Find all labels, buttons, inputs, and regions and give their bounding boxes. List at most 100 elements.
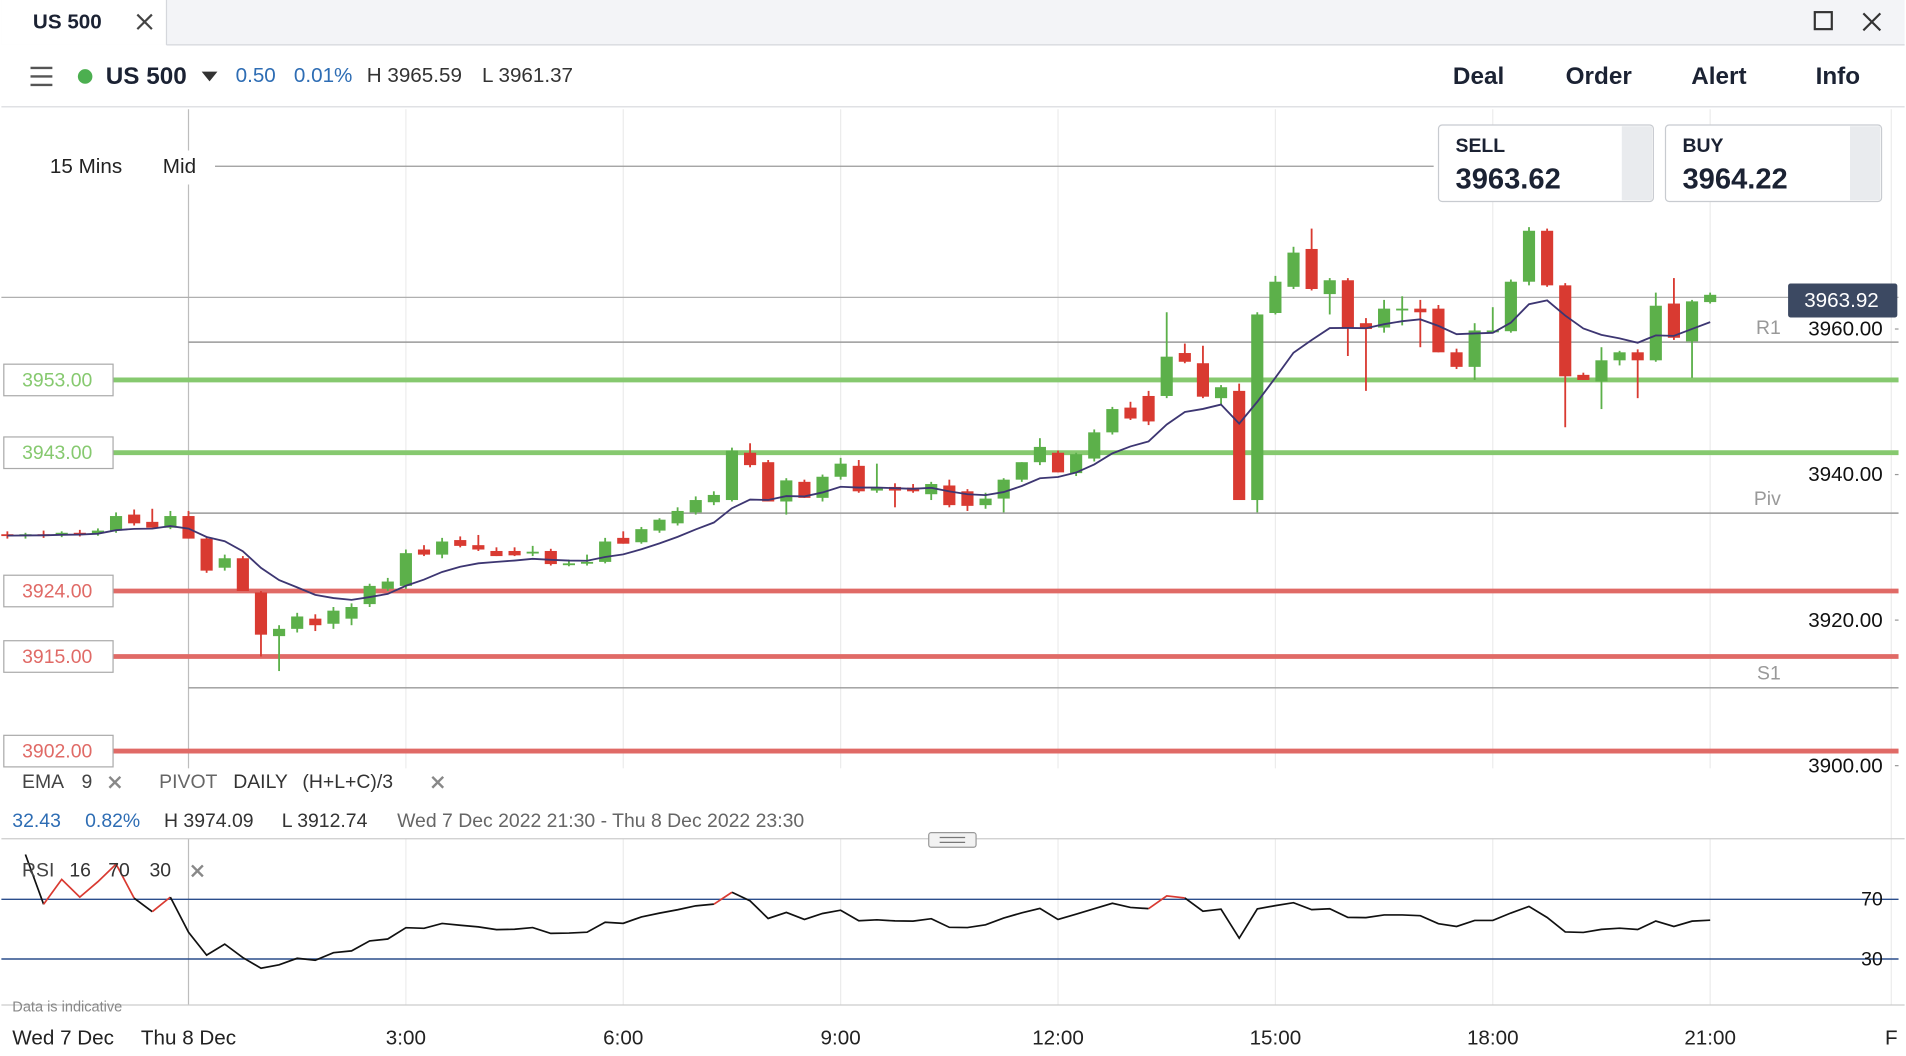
note: Data is indicative bbox=[12, 999, 122, 1015]
rsi-line bbox=[731, 891, 1149, 929]
candle-body bbox=[1450, 352, 1463, 367]
candle-body bbox=[508, 550, 521, 556]
candle-body bbox=[744, 452, 757, 466]
high: H 3965.59 bbox=[367, 64, 462, 87]
buy-label: BUY bbox=[1682, 135, 1723, 157]
stat-change: 32.43 bbox=[12, 810, 61, 832]
tab-bar bbox=[1, 0, 1905, 45]
candle-body bbox=[816, 476, 829, 498]
candle-body bbox=[1088, 432, 1101, 459]
candle-body bbox=[1251, 314, 1264, 501]
tab-title: US 500 bbox=[33, 11, 102, 34]
candle-body bbox=[1486, 330, 1499, 333]
rsi-line bbox=[151, 896, 171, 913]
candle-body bbox=[1667, 303, 1680, 338]
level-label: 3943.00 bbox=[22, 442, 92, 464]
rsi-upper: 70 bbox=[108, 860, 130, 882]
candle-body bbox=[544, 550, 557, 565]
candle-body bbox=[780, 480, 793, 502]
candle-body bbox=[1033, 446, 1046, 463]
change: 0.50 bbox=[236, 64, 276, 87]
pivot-period: DAILY bbox=[233, 771, 288, 793]
candle-body bbox=[309, 618, 322, 626]
instrument[interactable]: US 500 bbox=[106, 63, 187, 90]
maximize-button[interactable] bbox=[1813, 11, 1833, 31]
tab-close[interactable] bbox=[136, 13, 153, 30]
candle-body bbox=[1649, 305, 1662, 361]
x-tick-label: 9:00 bbox=[821, 1026, 861, 1049]
candle-body bbox=[997, 479, 1010, 499]
info-button[interactable]: Info bbox=[1816, 63, 1860, 90]
candle-body bbox=[109, 516, 123, 531]
pivot-label: R1 bbox=[1756, 317, 1781, 339]
candle-body bbox=[852, 465, 865, 492]
level-label: 3915.00 bbox=[22, 646, 92, 668]
interval[interactable]: 15 Mins bbox=[50, 155, 122, 178]
candle-body bbox=[436, 541, 449, 555]
level-box bbox=[3, 734, 114, 768]
x-tick-label: Thu 8 Dec bbox=[141, 1026, 236, 1049]
sell-price: 3963.62 bbox=[1456, 164, 1561, 196]
candle-body bbox=[526, 551, 539, 554]
candle-body bbox=[1178, 353, 1191, 362]
candle-body bbox=[417, 549, 431, 555]
menu-icon[interactable] bbox=[30, 66, 53, 87]
candle-body bbox=[1541, 230, 1554, 286]
candle-body bbox=[671, 510, 684, 524]
candle-body bbox=[943, 485, 956, 506]
candle-body bbox=[617, 537, 630, 544]
alert-button[interactable]: Alert bbox=[1691, 63, 1746, 90]
price-type[interactable]: Mid bbox=[163, 155, 196, 178]
level-label: 3953.00 bbox=[22, 369, 92, 391]
candle-body bbox=[1287, 252, 1300, 287]
ema-period: 9 bbox=[81, 771, 92, 793]
deal-button[interactable]: Deal bbox=[1453, 63, 1504, 90]
sell-box[interactable] bbox=[1437, 124, 1654, 203]
x-tick-label: 6:00 bbox=[603, 1026, 643, 1049]
candle-body bbox=[870, 487, 883, 491]
resize-grip bbox=[939, 836, 966, 843]
rsi-line bbox=[24, 854, 45, 905]
candle-body bbox=[580, 561, 594, 564]
rsi-line bbox=[169, 896, 714, 970]
rsi-line bbox=[42, 862, 135, 905]
rsi-lower: 30 bbox=[149, 860, 171, 882]
candle-body bbox=[1323, 280, 1336, 295]
rsi-remove[interactable] bbox=[191, 864, 204, 878]
candle-body bbox=[562, 563, 575, 566]
stat-low: L 3912.74 bbox=[282, 810, 368, 832]
tab[interactable] bbox=[1, 0, 167, 45]
rsi-tick-label: 70 bbox=[1861, 889, 1883, 911]
interval-bg bbox=[37, 150, 216, 185]
pivot-label: Piv bbox=[1754, 488, 1781, 510]
buy-box[interactable] bbox=[1664, 124, 1883, 203]
candle-body bbox=[1577, 374, 1590, 380]
ema-remove[interactable] bbox=[108, 775, 122, 789]
status-dot bbox=[77, 69, 93, 84]
indicator-bar bbox=[1, 768, 1786, 839]
candle-body bbox=[291, 616, 304, 629]
candle-body bbox=[345, 607, 358, 619]
candle-body bbox=[762, 462, 775, 502]
dropdown[interactable] bbox=[201, 71, 218, 82]
candle-body bbox=[1595, 360, 1608, 382]
candle-body bbox=[164, 516, 177, 528]
ema-line bbox=[7, 299, 1711, 601]
level-box bbox=[3, 574, 114, 608]
candle-body bbox=[1631, 352, 1644, 361]
last-price-label: 3963.92 bbox=[1804, 289, 1879, 312]
candle-body bbox=[798, 481, 811, 498]
candle-body bbox=[273, 628, 286, 637]
resize-handle[interactable] bbox=[928, 832, 977, 848]
candle-body bbox=[254, 592, 268, 635]
order-button[interactable]: Order bbox=[1566, 63, 1633, 90]
pivot-remove[interactable] bbox=[431, 775, 445, 789]
x-tick-label: 12:00 bbox=[1032, 1026, 1084, 1049]
x-tick-label: F bbox=[1885, 1026, 1898, 1049]
candle-body bbox=[1142, 395, 1155, 422]
candle-body bbox=[218, 558, 231, 568]
candle-body bbox=[635, 529, 648, 543]
change-pct: 0.01% bbox=[294, 64, 352, 87]
candle-body bbox=[472, 545, 485, 550]
close-button[interactable] bbox=[1862, 12, 1882, 32]
